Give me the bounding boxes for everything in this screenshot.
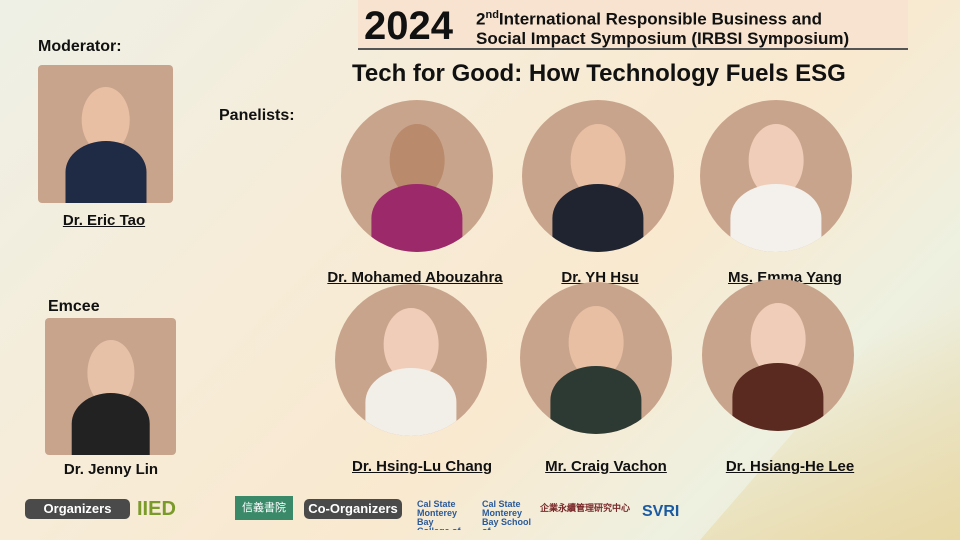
panelist-photo	[335, 284, 487, 436]
moderator-photo	[38, 65, 173, 203]
page-title: Tech for Good: How Technology Fuels ESG	[352, 60, 846, 87]
emcee-name: Dr. Jenny Lin	[63, 461, 159, 478]
panelist-photo	[702, 279, 854, 431]
edition-sup: nd	[485, 9, 499, 21]
edition: 2	[476, 9, 486, 29]
panelist-name[interactable]: Dr. Mohamed Abouzahra	[327, 269, 503, 286]
coorganizers-label: Co-Organizers	[304, 499, 402, 519]
csumb-business-logo: Cal State Monterey Bay College of Busine…	[417, 500, 461, 530]
panelist-photo	[700, 100, 852, 252]
organizers-label: Organizers	[25, 499, 130, 519]
moderator-label: Moderator:	[38, 38, 122, 55]
header-banner: 2024 2ndInternational Responsible Busine…	[358, 0, 908, 50]
iied-logo: IIED	[137, 498, 176, 520]
moderator-name[interactable]: Dr. Eric Tao	[62, 212, 146, 229]
panelist-name[interactable]: Mr. Craig Vachon	[545, 458, 667, 475]
nccu-csr-logo: 企業永續管理研究中心	[540, 503, 631, 513]
svri-logo: SVRI	[642, 503, 680, 520]
panelist-photo	[341, 100, 493, 252]
panelist-name[interactable]: Dr. Hsiang-He Lee	[725, 458, 855, 475]
xinyi-logo: 信義書院	[235, 496, 293, 520]
subtitle-line1: International Responsible Business and	[498, 9, 822, 29]
panelist-photo	[520, 282, 672, 434]
panelist-name[interactable]: Dr. YH Hsu	[561, 269, 639, 286]
csumb-computing-logo: Cal State Monterey Bay School of Computi…	[482, 500, 532, 530]
panelist-photo	[522, 100, 674, 252]
panelist-name[interactable]: Dr. Hsing-Lu Chang	[352, 458, 492, 475]
emcee-label: Emcee	[48, 298, 100, 315]
symposium-name: 2ndInternational Responsible Business an…	[476, 6, 849, 48]
emcee-photo	[45, 318, 176, 455]
panelists-label: Panelists:	[219, 107, 295, 124]
year: 2024	[364, 4, 453, 48]
subtitle-line2: Social Impact Symposium (IRBSI Symposium…	[476, 28, 850, 48]
